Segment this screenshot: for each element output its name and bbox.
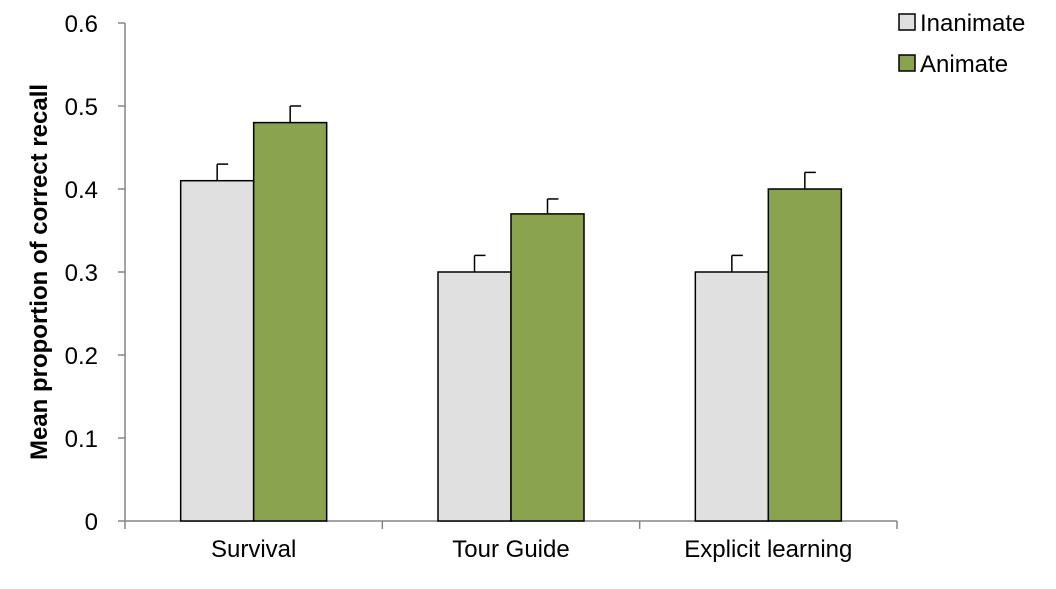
bar-animate-tour-guide	[510, 213, 585, 522]
y-tick-label: 0.3	[65, 260, 98, 287]
x-tick-label: Survival	[211, 536, 296, 563]
legend-label-inanimate: Inanimate	[920, 10, 1025, 37]
bar-inanimate-survival	[179, 179, 255, 522]
category-labels: Survival Tour Guide Explicit learning	[211, 536, 852, 563]
legend: Inanimate Animate	[898, 10, 1025, 78]
legend-swatch-animate	[898, 54, 916, 72]
x-axis	[124, 520, 898, 529]
y-tick-label: 0.6	[65, 11, 98, 38]
y-axis-label: Mean proportion of correct recall	[26, 84, 53, 460]
y-tick-label: 0	[85, 509, 98, 536]
x-tick-label: Explicit learning	[684, 536, 852, 563]
bar-animate-explicit-learning	[767, 188, 843, 522]
bars	[179, 105, 843, 522]
legend-swatch-inanimate	[898, 13, 916, 31]
y-tick-label: 0.2	[65, 343, 98, 370]
bar-inanimate-explicit-learning	[694, 271, 770, 522]
x-tick-label: Tour Guide	[452, 536, 569, 563]
y-tick-label: 0.5	[65, 94, 98, 121]
bar-inanimate-tour-guide	[437, 271, 512, 522]
y-tick-label: 0.1	[65, 426, 98, 453]
legend-label-animate: Animate	[920, 51, 1008, 78]
y-tick-label: 0.4	[65, 177, 98, 204]
bar-animate-survival	[252, 121, 328, 522]
y-axis: 0 0.1 0.2 0.3 0.4 0.5 0.6	[65, 11, 126, 536]
